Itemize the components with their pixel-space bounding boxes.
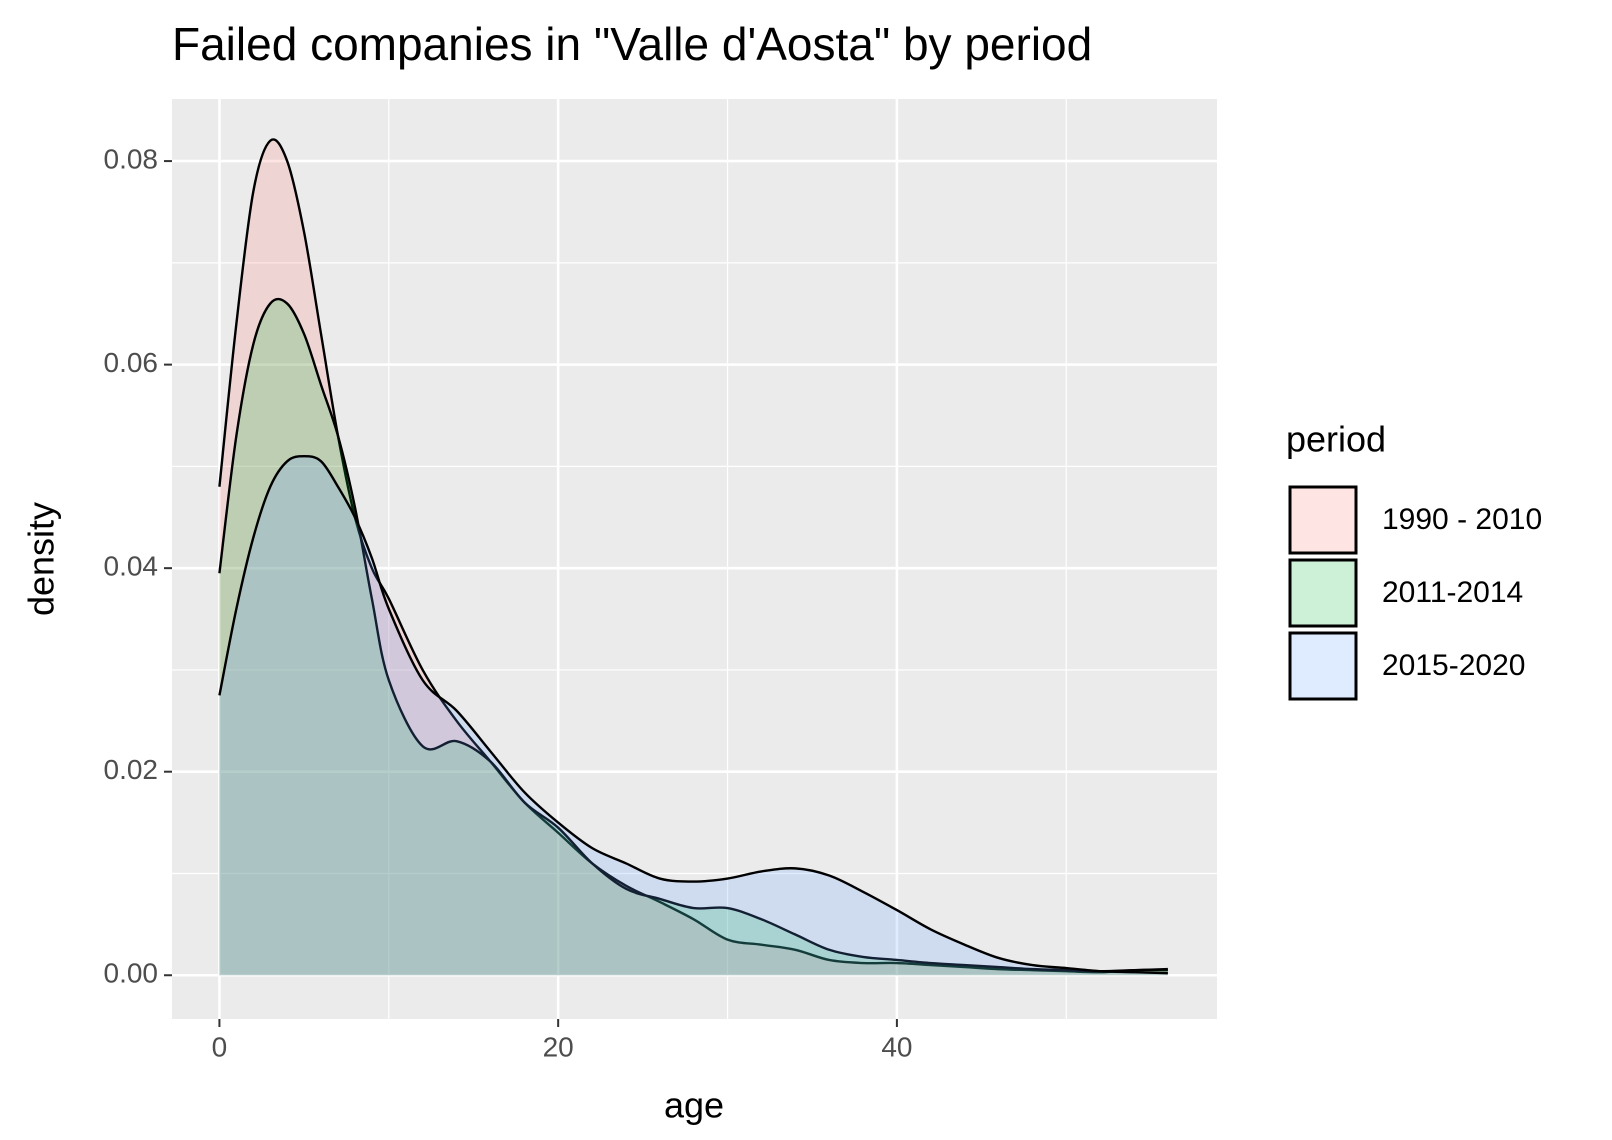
y-tick-label: 0.00 bbox=[104, 958, 159, 989]
legend-key bbox=[1288, 631, 1358, 701]
x-tick-label: 40 bbox=[881, 1031, 912, 1062]
legend-label: 1990 - 2010 bbox=[1382, 503, 1542, 536]
x-tick-label: 0 bbox=[212, 1031, 228, 1062]
legend-label: 2011-2014 bbox=[1382, 576, 1523, 609]
x-tick-label: 20 bbox=[543, 1031, 574, 1062]
plot-panel bbox=[172, 99, 1217, 1019]
density-line bbox=[218, 297, 1168, 973]
legend-key bbox=[1288, 558, 1358, 628]
chart-title: Failed companies in "Valle d'Aosta" by p… bbox=[172, 18, 1092, 70]
legend-key-bg bbox=[1289, 486, 1357, 554]
y-axis-label: density bbox=[21, 502, 62, 616]
density-area bbox=[219, 139, 1168, 976]
y-tick-label: 0.06 bbox=[104, 347, 159, 378]
legend-key-bg bbox=[1289, 559, 1357, 627]
x-axis-label: age bbox=[664, 1085, 724, 1126]
density-area bbox=[219, 456, 1168, 976]
density-line bbox=[218, 455, 1168, 975]
legend-label: 2015-2020 bbox=[1382, 649, 1525, 682]
y-tick-label: 0.02 bbox=[104, 754, 159, 785]
legend-key-bg bbox=[1289, 632, 1357, 700]
y-tick-label: 0.04 bbox=[104, 551, 159, 582]
y-tick-label: 0.08 bbox=[104, 143, 159, 174]
legend-title: period bbox=[1286, 419, 1386, 460]
legend-key bbox=[1288, 485, 1358, 555]
density-area bbox=[219, 299, 1168, 976]
density-line bbox=[218, 138, 1168, 974]
